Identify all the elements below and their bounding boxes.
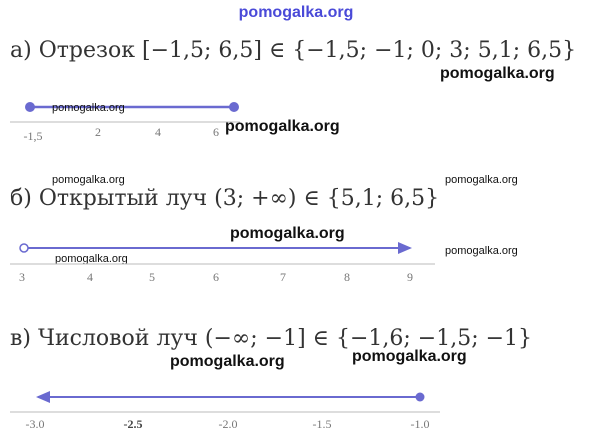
tick-label: 2: [95, 125, 101, 139]
watermark: pomogalka.org: [445, 245, 518, 257]
tick-label: -1.0: [411, 417, 430, 431]
tick-label: 7: [280, 270, 286, 284]
tick-label: -2.0: [219, 417, 238, 431]
watermark: pomogalka.org: [170, 353, 285, 370]
watermark: pomogalka.org: [52, 102, 125, 114]
watermark: pomogalka.org: [225, 118, 340, 135]
tick-label: 5: [149, 270, 155, 284]
watermark: pomogalka.org: [440, 65, 555, 82]
watermark: pomogalka.org: [55, 253, 128, 265]
heading: в) Числовой луч (−∞; −1] ∈ {−1,6; −1,5; …: [10, 326, 532, 351]
point: [415, 392, 425, 402]
tick-label: -1.5: [313, 417, 332, 431]
tick-label: -1,5: [24, 129, 43, 143]
heading: а) Отрезок [−1,5; 6,5] ∈ {−1,5; −1; 0; 3…: [10, 38, 576, 63]
watermark: pomogalka.org: [239, 4, 354, 21]
heading: б) Открытый луч (3; +∞) ∈ {5,1; 6,5}: [10, 186, 439, 211]
tick-label: 4: [87, 270, 93, 284]
watermark: pomogalka.org: [352, 348, 467, 365]
point: [229, 102, 239, 112]
tick-label: 3: [19, 270, 25, 284]
watermark: pomogalka.org: [445, 174, 518, 186]
tick-label: 6: [213, 270, 219, 284]
tick-label: -3.0: [26, 417, 45, 431]
point: [25, 102, 35, 112]
open-point: [19, 243, 29, 253]
watermark: pomogalka.org: [230, 225, 345, 242]
tick-label: 4: [155, 125, 161, 139]
tick-label: 9: [407, 270, 413, 284]
tick-label: 6: [213, 125, 219, 139]
tick-label: 8: [344, 270, 350, 284]
tick-label: -2.5: [124, 417, 143, 431]
watermark: pomogalka.org: [52, 174, 125, 186]
